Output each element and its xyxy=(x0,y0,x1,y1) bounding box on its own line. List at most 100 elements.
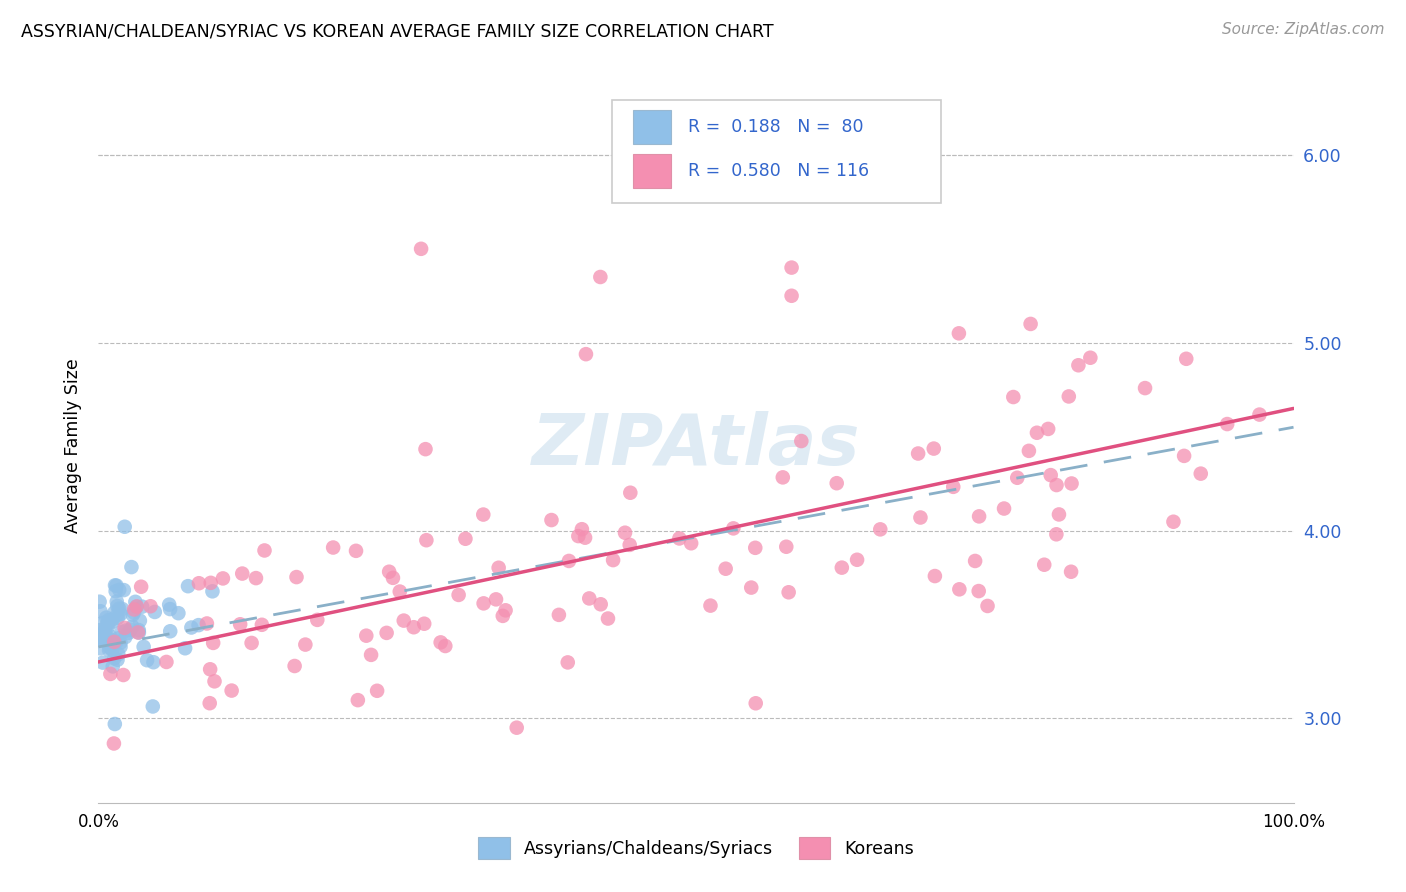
Point xyxy=(100,667,122,681)
Point xyxy=(910,510,932,524)
Point xyxy=(485,592,508,607)
Point xyxy=(356,629,378,643)
Point xyxy=(322,541,344,555)
Point xyxy=(948,326,970,341)
Point xyxy=(108,582,131,597)
Text: R =  0.188   N =  80: R = 0.188 N = 80 xyxy=(688,118,863,136)
Point xyxy=(1007,471,1029,485)
Point xyxy=(200,575,222,590)
Point xyxy=(1249,408,1271,422)
Point xyxy=(98,640,121,655)
Point xyxy=(121,620,143,634)
Point xyxy=(131,599,153,614)
Point xyxy=(948,582,970,597)
Point xyxy=(103,606,125,620)
Point xyxy=(103,736,125,750)
Point xyxy=(831,560,853,574)
Point xyxy=(155,655,177,669)
Point xyxy=(366,683,388,698)
Text: ZIPAtlas: ZIPAtlas xyxy=(531,411,860,481)
Point xyxy=(128,623,150,637)
Point xyxy=(105,608,128,623)
Point xyxy=(91,656,114,670)
Point xyxy=(128,614,150,628)
Point xyxy=(976,599,998,613)
Point xyxy=(967,509,990,524)
Point xyxy=(1002,390,1025,404)
Point xyxy=(105,578,128,592)
Point xyxy=(107,653,129,667)
Point xyxy=(699,599,721,613)
Point xyxy=(128,625,150,640)
Point xyxy=(91,627,114,641)
Point xyxy=(740,581,762,595)
Point xyxy=(1045,478,1067,492)
Point xyxy=(1057,389,1080,403)
Point xyxy=(108,601,131,615)
Point xyxy=(488,560,510,574)
Point xyxy=(575,347,598,361)
Point xyxy=(110,635,132,649)
Point xyxy=(159,624,181,639)
Point xyxy=(195,616,218,631)
Point xyxy=(1175,351,1198,366)
Point xyxy=(125,599,148,614)
Point xyxy=(1133,381,1156,395)
Point xyxy=(589,270,612,285)
Point xyxy=(571,522,593,536)
Point xyxy=(1018,443,1040,458)
Y-axis label: Average Family Size: Average Family Size xyxy=(63,359,82,533)
Point xyxy=(110,640,132,654)
Point xyxy=(142,699,165,714)
Point xyxy=(143,605,166,619)
Point xyxy=(96,610,118,624)
Point xyxy=(104,717,127,731)
Point xyxy=(1060,565,1083,579)
Point xyxy=(1033,558,1056,572)
Point xyxy=(1036,422,1059,436)
Point xyxy=(846,553,869,567)
Point xyxy=(89,623,111,637)
Point xyxy=(187,618,209,632)
Point xyxy=(129,580,152,594)
Point xyxy=(1019,317,1042,331)
Point xyxy=(745,696,768,710)
Point xyxy=(198,696,221,710)
Point xyxy=(159,602,181,616)
Point xyxy=(89,604,111,618)
Legend: Assyrians/Chaldeans/Syriacs, Koreans: Assyrians/Chaldeans/Syriacs, Koreans xyxy=(471,830,921,865)
Point xyxy=(506,721,529,735)
Text: Source: ZipAtlas.com: Source: ZipAtlas.com xyxy=(1222,22,1385,37)
Point xyxy=(187,576,209,591)
Point xyxy=(157,598,180,612)
Point xyxy=(614,525,637,540)
Point xyxy=(415,533,437,548)
Point xyxy=(381,571,404,585)
Point xyxy=(495,603,517,617)
Point xyxy=(177,579,200,593)
Point xyxy=(434,639,457,653)
Point xyxy=(1060,476,1083,491)
Point xyxy=(415,442,437,457)
Point xyxy=(993,501,1015,516)
Point xyxy=(411,242,433,256)
Point xyxy=(360,648,382,662)
Point xyxy=(429,635,451,649)
Point xyxy=(110,607,132,621)
Point xyxy=(285,570,308,584)
Point xyxy=(284,659,307,673)
Point xyxy=(790,434,813,448)
Point xyxy=(1080,351,1102,365)
Point xyxy=(127,625,149,640)
Point xyxy=(492,608,515,623)
Point xyxy=(307,613,329,627)
Point xyxy=(114,520,136,534)
Point xyxy=(1173,449,1195,463)
Point xyxy=(231,566,253,581)
Point xyxy=(578,591,600,606)
Point xyxy=(122,602,145,616)
Point xyxy=(198,662,221,676)
FancyBboxPatch shape xyxy=(613,100,941,203)
Point xyxy=(201,584,224,599)
Point xyxy=(98,637,121,651)
